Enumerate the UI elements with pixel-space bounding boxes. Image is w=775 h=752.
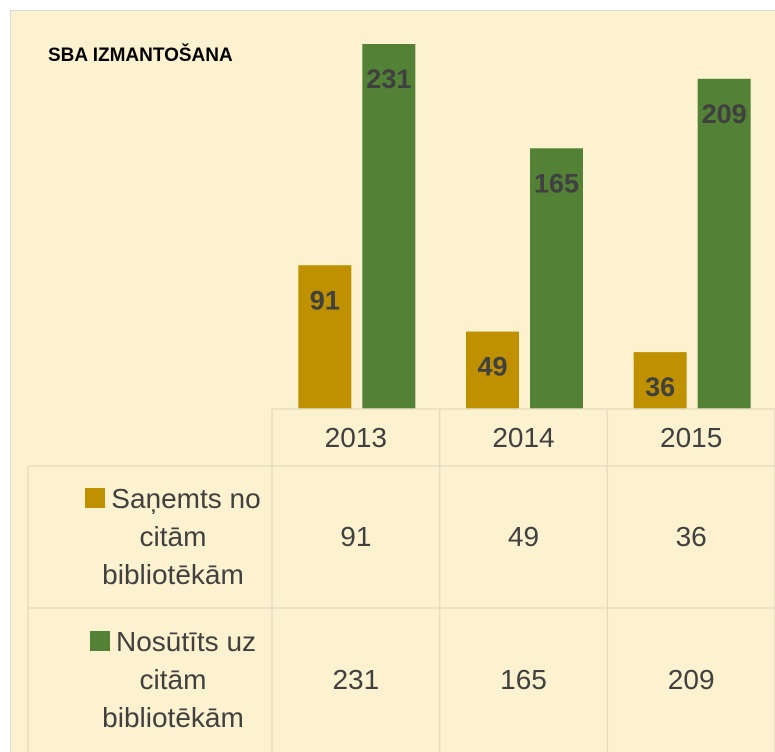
table-value: 91 (340, 521, 372, 552)
data-label: 209 (702, 99, 747, 129)
data-label: 36 (645, 372, 675, 402)
table-value: 231 (332, 664, 380, 695)
legend-label: Nosūtīts uz citām bibliotēkām (102, 626, 257, 733)
table-value: 49 (507, 521, 540, 552)
data-label: 91 (310, 285, 340, 315)
legend-item: Saņemts no citām bibliotēkām (78, 480, 268, 594)
x-tick-label: 2014 (492, 421, 555, 453)
data-label: 49 (477, 352, 507, 382)
bar (530, 148, 583, 410)
x-tick-label: 2013 (324, 421, 387, 453)
bar (362, 44, 416, 410)
data-label: 231 (366, 64, 411, 94)
legend-entry: Saņemts no citām bibliotēkām (28, 466, 272, 608)
table-value: 36 (675, 521, 707, 552)
table-value: 165 (500, 664, 547, 695)
bar (298, 265, 352, 409)
legend-item: Nosūtīts uz citām bibliotēkām (78, 623, 268, 737)
legend-entry: Nosūtīts uz citām bibliotēkām (28, 608, 272, 752)
bar (466, 331, 519, 409)
data-label: 165 (534, 168, 579, 198)
x-tick-label: 2015 (660, 421, 723, 453)
chart-title: SBA IZMANTOŠANA (48, 44, 233, 66)
legend-label: Saņemts no citām bibliotēkām (102, 483, 261, 590)
legend-swatch (89, 631, 110, 651)
table-value: 209 (667, 664, 715, 695)
bar (633, 352, 687, 409)
legend-swatch (85, 488, 106, 508)
bar (697, 78, 751, 409)
